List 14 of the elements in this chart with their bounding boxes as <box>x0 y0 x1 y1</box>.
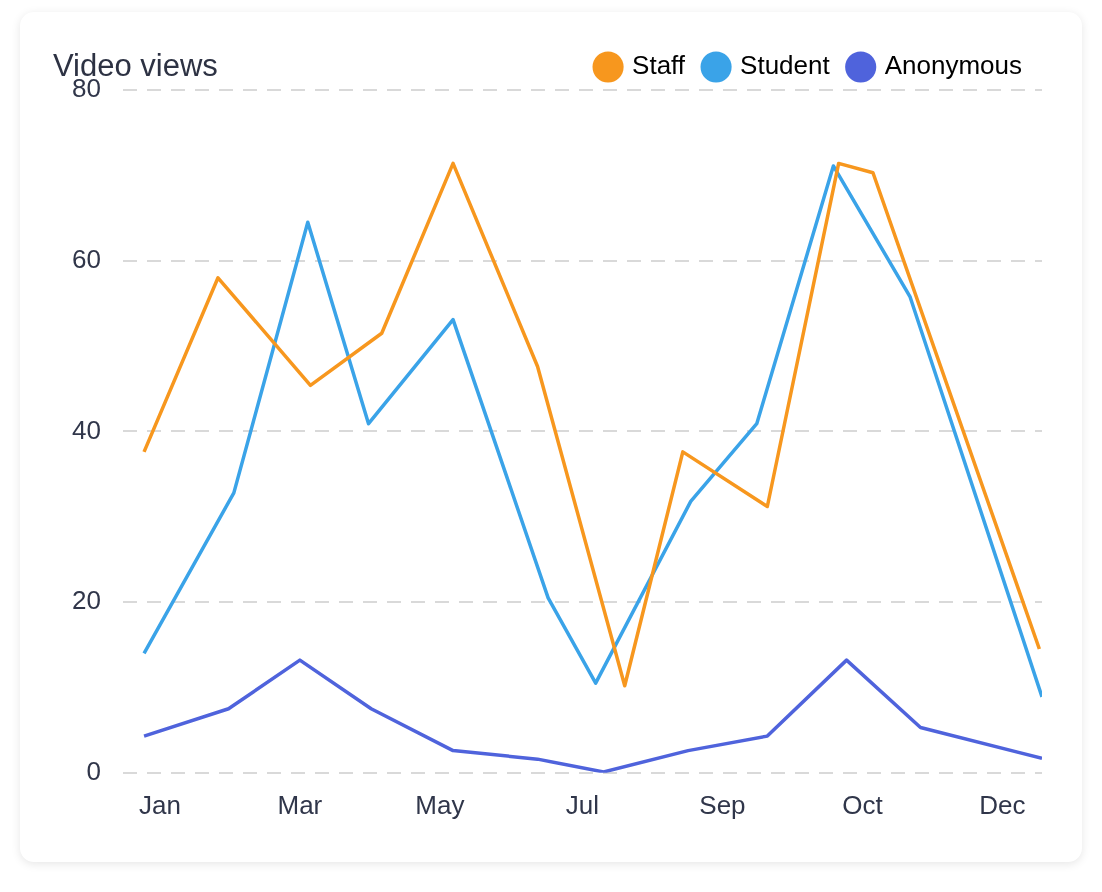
y-tick-label: 40 <box>72 414 101 445</box>
x-tick-label: Oct <box>842 789 884 820</box>
x-tick-label: Dec <box>979 789 1026 820</box>
x-tick-label: Mar <box>277 789 323 820</box>
legend-label: Anonymous <box>884 50 1023 81</box>
x-tick-label: Jan <box>138 789 181 820</box>
y-tick-label: 60 <box>72 243 101 274</box>
y-tick-label: 0 <box>86 755 101 786</box>
legend-label: Staff <box>632 50 686 81</box>
x-tick-label: Jul <box>565 789 600 820</box>
y-tick-label: 20 <box>72 585 101 616</box>
x-tick-label: Sep <box>699 789 746 820</box>
x-tick-label: May <box>415 789 465 820</box>
legend-label: Student <box>740 50 831 81</box>
